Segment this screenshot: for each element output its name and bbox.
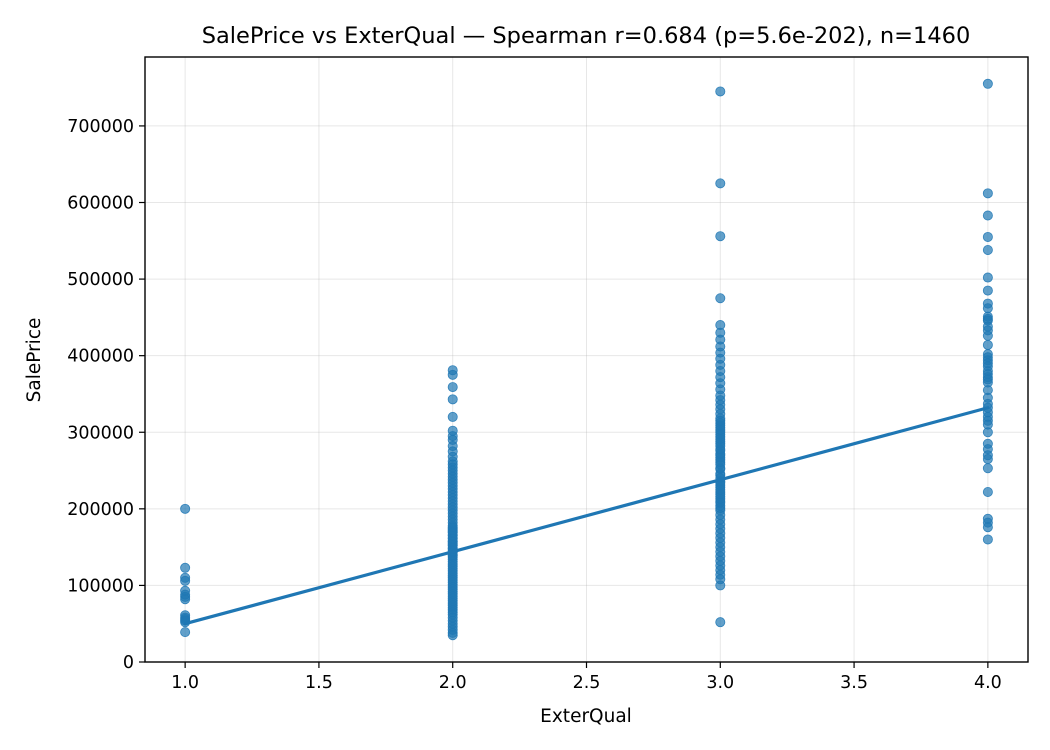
data-point [982, 522, 993, 533]
data-point [982, 231, 993, 242]
data-point [982, 325, 993, 336]
data-point [982, 210, 993, 221]
y-tick-label: 600000 [67, 194, 134, 214]
x-tick-label: 4.0 [974, 673, 1002, 693]
data-point [982, 78, 993, 89]
data-point [447, 369, 458, 380]
x-tick-label: 1.0 [171, 673, 199, 693]
data-point [982, 534, 993, 545]
data-point [982, 427, 993, 438]
x-tick-label: 3.0 [706, 673, 734, 693]
trend-line [183, 406, 990, 626]
data-point [180, 627, 191, 638]
data-point [715, 580, 726, 591]
scatter-points [180, 78, 993, 641]
chart-title: SalePrice vs ExterQual — Spearman r=0.68… [202, 23, 971, 49]
data-point [447, 382, 458, 393]
data-point [447, 522, 458, 533]
y-axis-label: SalePrice [24, 318, 45, 403]
y-tick-label: 200000 [67, 500, 134, 520]
data-point [982, 438, 993, 449]
data-point [982, 385, 993, 396]
data-point [982, 244, 993, 255]
data-point [447, 411, 458, 422]
y-tick-label: 500000 [67, 270, 134, 290]
data-point [447, 394, 458, 405]
data-point [715, 617, 726, 628]
data-point [180, 575, 191, 586]
data-point [447, 630, 458, 641]
y-axis: 0 100000 200000 300000 400000 500000 600000 700… [67, 117, 145, 673]
y-tick-label: 400000 [67, 347, 134, 367]
data-point [982, 272, 993, 283]
x-tick-label: 2.5 [573, 673, 601, 693]
data-point [715, 415, 726, 426]
data-point [715, 293, 726, 304]
data-point [982, 313, 993, 324]
data-point [982, 454, 993, 465]
data-point [180, 589, 191, 600]
data-point [982, 188, 993, 199]
data-point [982, 486, 993, 497]
data-point [715, 86, 726, 97]
x-tick-label: 1.5 [305, 673, 333, 693]
data-point [180, 562, 191, 573]
data-point [715, 178, 726, 189]
x-axis-label: ExterQual [540, 706, 632, 727]
data-point [982, 285, 993, 296]
data-point [982, 358, 993, 369]
data-point [982, 339, 993, 350]
x-tick-label: 3.5 [840, 673, 868, 693]
trend-line-group [183, 406, 990, 626]
y-tick-label: 300000 [67, 423, 134, 443]
x-tick-label: 2.0 [439, 673, 467, 693]
y-tick-label: 100000 [67, 576, 134, 596]
y-tick-label: 700000 [67, 117, 134, 137]
data-point [982, 303, 993, 314]
data-point [982, 374, 993, 385]
data-point [715, 231, 726, 242]
grid-lines [145, 57, 1028, 663]
data-point [982, 463, 993, 474]
data-point [180, 503, 191, 514]
y-tick-label: 0 [123, 653, 134, 673]
x-axis: 1.0 1.5 2.0 2.5 3.0 3.5 4.0 [171, 662, 1002, 693]
